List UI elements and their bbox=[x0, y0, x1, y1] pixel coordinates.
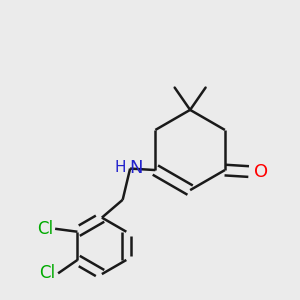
Text: Cl: Cl bbox=[40, 264, 56, 282]
Text: O: O bbox=[254, 163, 268, 181]
Text: H: H bbox=[114, 160, 126, 175]
Text: N: N bbox=[129, 159, 143, 177]
Text: Cl: Cl bbox=[37, 220, 53, 238]
